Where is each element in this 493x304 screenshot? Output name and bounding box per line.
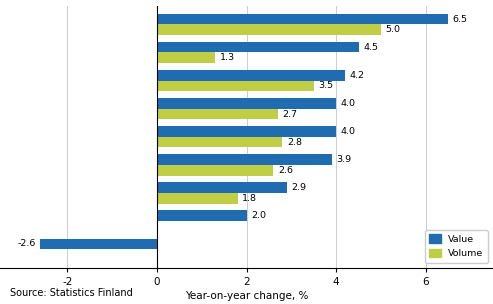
Text: 6.5: 6.5 xyxy=(453,15,468,23)
Text: 2.8: 2.8 xyxy=(287,138,302,147)
Bar xyxy=(157,42,358,53)
Bar xyxy=(157,70,345,81)
Bar xyxy=(157,14,448,24)
Bar xyxy=(157,126,336,137)
Bar xyxy=(157,81,314,91)
Legend: Value, Volume: Value, Volume xyxy=(424,230,488,263)
Bar xyxy=(157,137,282,147)
Text: 2.9: 2.9 xyxy=(291,183,306,192)
Text: 4.2: 4.2 xyxy=(350,71,365,80)
Text: 1.3: 1.3 xyxy=(219,53,235,62)
Bar xyxy=(157,154,332,165)
Bar xyxy=(157,53,215,63)
Bar xyxy=(40,239,157,249)
Bar xyxy=(157,109,278,119)
Text: 3.9: 3.9 xyxy=(336,155,351,164)
Text: 4.0: 4.0 xyxy=(341,127,355,136)
Bar xyxy=(157,182,287,193)
Text: 2.7: 2.7 xyxy=(282,109,297,119)
Text: 5.0: 5.0 xyxy=(386,25,400,34)
Text: 3.5: 3.5 xyxy=(318,81,333,90)
Text: 2.0: 2.0 xyxy=(251,211,266,220)
Text: Source: Statistics Finland: Source: Statistics Finland xyxy=(10,288,133,298)
Bar xyxy=(157,165,274,176)
Text: 4.0: 4.0 xyxy=(341,99,355,108)
Text: 1.8: 1.8 xyxy=(242,194,257,203)
Text: -2.6: -2.6 xyxy=(17,240,36,248)
Bar xyxy=(157,193,238,204)
Text: 4.5: 4.5 xyxy=(363,43,378,52)
X-axis label: Year-on-year change, %: Year-on-year change, % xyxy=(185,291,308,301)
Bar xyxy=(157,24,381,35)
Bar xyxy=(157,210,246,221)
Bar xyxy=(157,98,336,109)
Text: 2.6: 2.6 xyxy=(278,166,293,175)
